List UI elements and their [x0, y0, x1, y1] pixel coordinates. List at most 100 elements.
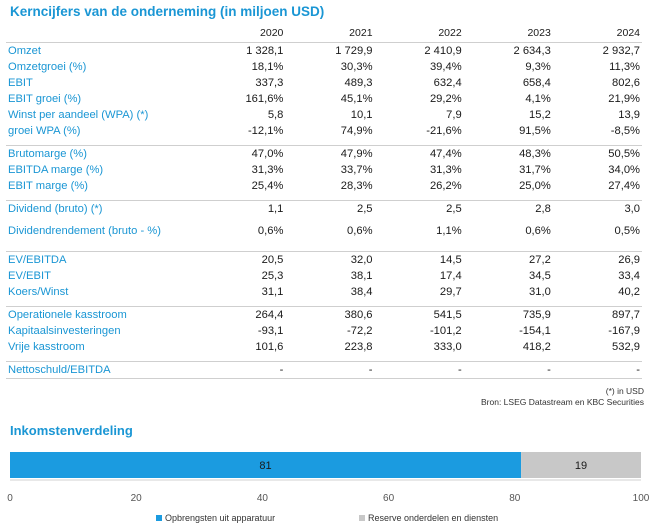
row-value: 32,0 — [285, 251, 375, 268]
row-value: 17,4 — [439, 270, 462, 282]
row-label: Dividend (bruto) (*) — [6, 200, 197, 217]
row-value: 91,5% — [519, 125, 551, 137]
row-value: 27,4% — [608, 180, 640, 192]
row-value: 29,2% — [429, 93, 462, 105]
row-value: -167,9 — [608, 325, 640, 337]
footnote-source: Bron: LSEG Datastream en KBC Securities — [481, 397, 644, 407]
row-value: 38,1 — [350, 270, 373, 282]
row-value: 0,5% — [614, 224, 641, 237]
row-value: 18,1% — [251, 61, 284, 73]
row-value: 11,3% — [609, 61, 640, 73]
chart-legend: Opbrengsten uit apparatuur Reserve onderd… — [156, 513, 498, 523]
year-header: 2020 — [196, 24, 286, 43]
row-value: 4,1% — [525, 93, 551, 105]
bar-segment — [10, 452, 522, 478]
row-value: 33,4 — [618, 270, 640, 282]
table-row: EBITDA marge (%) 31,3% 33,7% 31,3% 31,7% 34,0… — [6, 162, 642, 178]
table-row: EV/EBIT 25,3 38,1 17,4 34,5 33,4 — [6, 268, 642, 284]
page-title: Kerncijfers van de onderneming (in miljo… — [10, 4, 325, 19]
x-tick-label: 40 — [257, 493, 269, 504]
year-header: 2023 — [463, 24, 553, 43]
key-figures-body: Omzet 1 328,1 1 729,9 2 410,9 2 634,3 2 932,7… — [6, 43, 642, 379]
row-value: 34,0% — [608, 164, 640, 176]
chart-title: Inkomstenverdeling — [10, 423, 133, 438]
row-value: 2,8 — [463, 200, 553, 217]
row-value: 532,9 — [612, 341, 640, 353]
row-label: Vrije kasstroom — [8, 341, 85, 353]
x-tick-label: 20 — [131, 493, 143, 504]
table-row: Omzetgroei (%) 18,1% 30,3% 39,4% 9,3% 11,3% — [6, 59, 642, 75]
row-value: 31,3% — [429, 164, 462, 176]
row-value: 1,1% — [436, 224, 462, 237]
table-row: EBIT marge (%) 25,4% 28,3% 26,2% 25,0% 27,4% — [6, 178, 642, 194]
row-value: 337,3 — [255, 77, 284, 89]
table-row: EBIT 337,3 489,3 632,4 658,4 802,6 — [6, 75, 642, 91]
x-tick-label: 60 — [383, 493, 395, 504]
row-value: 897,7 — [552, 306, 642, 323]
row-value: - — [285, 361, 375, 379]
header-empty-cell — [6, 24, 197, 43]
row-label: Kapitaalsinvesteringen — [8, 325, 121, 337]
row-value: 802,6 — [612, 77, 640, 89]
table-row: EBIT groei (%) 161,6% 45,1% 29,2% 4,1% 21,9% — [6, 91, 642, 107]
row-value: 7,9 — [446, 109, 462, 121]
row-value: 15,2 — [529, 109, 551, 121]
row-value: 25,0% — [519, 180, 551, 192]
row-value: 223,8 — [344, 341, 373, 353]
row-value: 9,3% — [525, 61, 551, 73]
row-value: 31,7% — [519, 164, 551, 176]
row-value: 14,5 — [374, 251, 464, 268]
year-header: 2021 — [285, 24, 375, 43]
row-value: 27,2 — [463, 251, 553, 268]
row-value: 161,6% — [245, 93, 284, 105]
row-value: 264,4 — [196, 306, 286, 323]
row-value: 45,1% — [340, 93, 373, 105]
table-row: Dividendrendement (bruto - %) 0,6% 0,6% 1,1… — [6, 217, 642, 245]
table-row: EV/EBITDA 20,5 32,0 14,5 27,2 26,9 — [6, 251, 642, 268]
x-tick-label: 80 — [509, 493, 521, 504]
row-value: 20,5 — [196, 251, 286, 268]
bar-segment — [521, 452, 641, 478]
bar-data-label: 81 — [259, 460, 271, 472]
row-value: -8,5% — [610, 125, 640, 137]
row-value: 10,1 — [350, 109, 373, 121]
row-value: - — [552, 361, 642, 379]
row-value: 333,0 — [433, 341, 462, 353]
row-value: 40,2 — [618, 286, 640, 298]
table-row: Omzet 1 328,1 1 729,9 2 410,9 2 634,3 2 932,7 — [6, 43, 642, 60]
row-value: -93,1 — [257, 325, 284, 337]
bar-data-label: 19 — [575, 460, 587, 472]
row-label: Winst per aandeel (WPA) (*) — [8, 109, 149, 121]
row-value: 0,6% — [257, 224, 284, 237]
row-value: -101,2 — [429, 325, 462, 337]
row-label: Dividendrendement (bruto - %) — [8, 224, 161, 237]
row-value: 34,5 — [529, 270, 551, 282]
row-value: 658,4 — [522, 77, 551, 89]
row-value: 735,9 — [463, 306, 553, 323]
row-value: 25,3 — [261, 270, 284, 282]
row-label: Brutomarge (%) — [6, 145, 197, 162]
row-value: 13,9 — [618, 109, 640, 121]
row-value: 3,0 — [552, 200, 642, 217]
row-value: 74,9% — [340, 125, 373, 137]
row-label: EBITDA marge (%) — [8, 164, 104, 176]
row-value: 38,4 — [350, 286, 373, 298]
row-value: 47,0% — [196, 145, 286, 162]
table-row: groei WPA (%) -12,1% 74,9% -21,6% 91,5% -8,5% — [6, 123, 642, 139]
row-value: -154,1 — [519, 325, 551, 337]
chart-axis: 0 20 40 60 80 100 — [7, 479, 650, 504]
row-label: Omzetgroei (%) — [8, 61, 87, 73]
row-value: 25,4% — [251, 180, 284, 192]
row-value: -12,1% — [247, 125, 284, 137]
row-label: Nettoschuld/EBITDA — [6, 361, 197, 379]
legend-swatch — [359, 515, 365, 521]
chart-bars: 81 19 — [10, 452, 641, 478]
row-label: EBIT groei (%) — [8, 93, 82, 105]
row-label: EBIT — [8, 77, 33, 89]
legend-label: Opbrengsten uit apparatuur — [165, 513, 275, 523]
row-label: Omzet — [8, 45, 41, 57]
row-value: 31,3% — [251, 164, 284, 176]
row-value: 101,6 — [255, 341, 284, 353]
row-value: 0,6% — [347, 224, 373, 237]
table-row: Brutomarge (%) 47,0% 47,9% 47,4% 48,3% 50,5% — [6, 145, 642, 162]
